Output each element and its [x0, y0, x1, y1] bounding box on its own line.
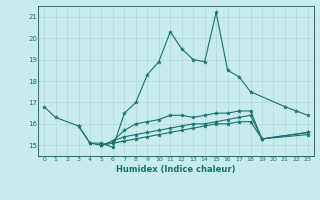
X-axis label: Humidex (Indice chaleur): Humidex (Indice chaleur) [116, 165, 236, 174]
